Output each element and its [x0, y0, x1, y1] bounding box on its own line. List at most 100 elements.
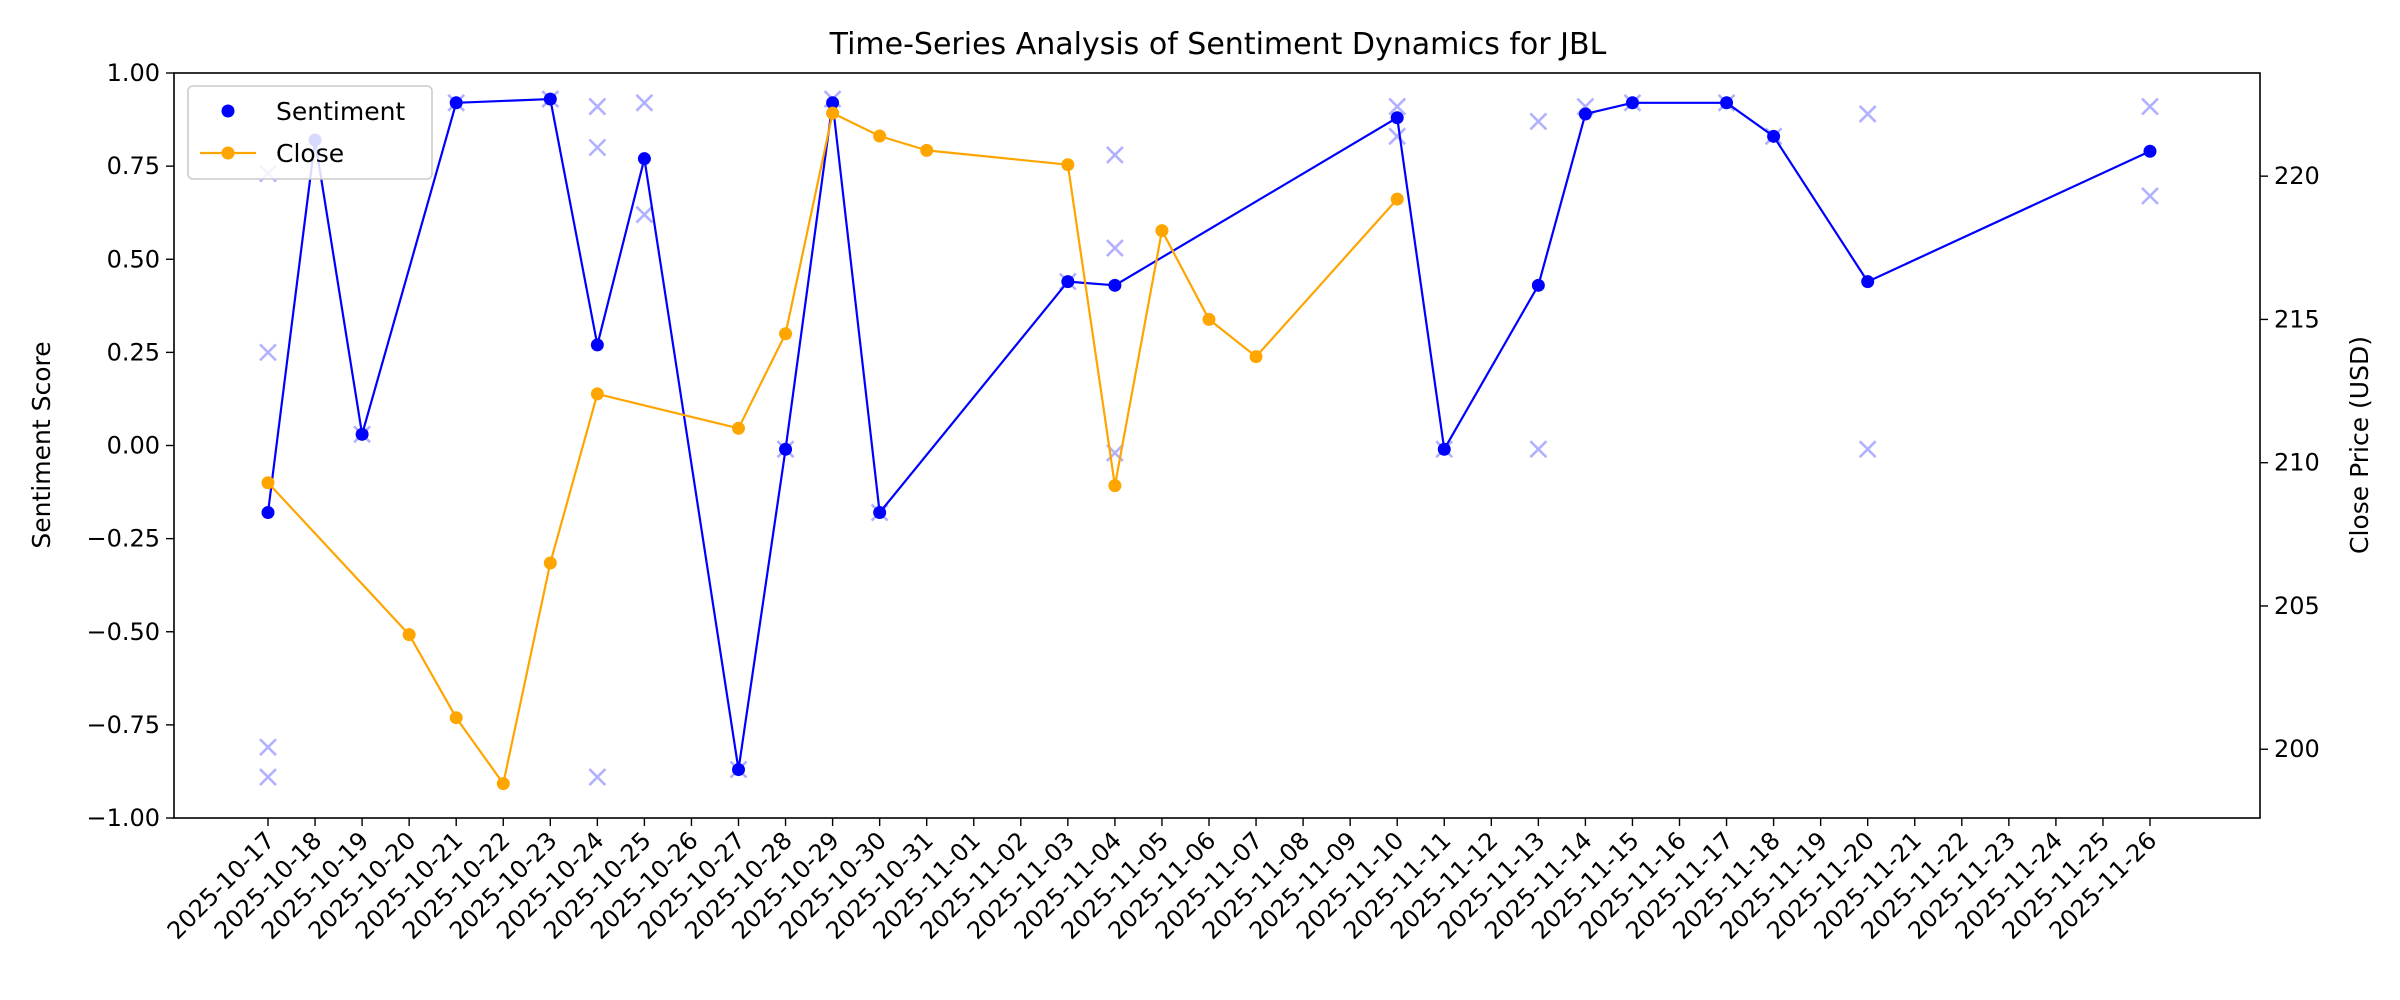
- sentiment-point: [1861, 275, 1875, 289]
- chart-title: Time-Series Analysis of Sentiment Dynami…: [829, 27, 1607, 62]
- raw-sentiment-marker-stroke: [588, 97, 607, 116]
- y-tick-label: −0.25: [86, 525, 160, 553]
- sentiment-point: [1578, 107, 1592, 121]
- raw-sentiment-marker: [1858, 105, 1877, 123]
- y-tick-label: 0.50: [107, 245, 160, 273]
- sentiment-point: [1437, 442, 1451, 456]
- raw-sentiment-marker-stroke: [259, 343, 277, 362]
- sentiment-point: [1390, 111, 1404, 125]
- y-tick-label: 0.25: [107, 338, 160, 366]
- sentiment-point: [1767, 129, 1781, 143]
- raw-sentiment-marker-stroke: [588, 138, 607, 157]
- y2-tick-label: 215: [2274, 305, 2320, 333]
- raw-sentiment-marker: [1388, 97, 1407, 116]
- raw-sentiment-marker-stroke: [588, 768, 607, 786]
- y-axis-label: Sentiment Score: [27, 341, 56, 548]
- close-point: [732, 421, 745, 435]
- raw-sentiment-marker: [1388, 127, 1407, 146]
- raw-sentiment-marker-stroke: [635, 93, 654, 112]
- raw-sentiment-marker-stroke: [1858, 440, 1877, 459]
- raw-sentiment-marker: [1529, 440, 1548, 459]
- raw-sentiment-marker-stroke: [588, 768, 607, 786]
- legend-marker-swatch: [221, 104, 235, 118]
- raw-sentiment-marker-stroke: [1388, 97, 1407, 116]
- raw-sentiment-marker-stroke: [1529, 112, 1548, 131]
- raw-sentiment-marker: [2141, 97, 2159, 116]
- raw-sentiment-marker-stroke: [1105, 444, 1124, 462]
- raw-sentiment-marker-stroke: [635, 93, 654, 112]
- raw-sentiment-marker-stroke: [635, 205, 654, 224]
- close-point: [1061, 158, 1075, 172]
- raw-sentiment-marker: [2141, 187, 2159, 205]
- raw-sentiment-marker: [635, 93, 654, 112]
- sentiment-point: [543, 92, 557, 106]
- raw-sentiment-marker-stroke: [2141, 187, 2159, 205]
- raw-sentiment-marker-stroke: [1388, 127, 1407, 146]
- sentiment-point: [1061, 275, 1075, 289]
- raw-sentiment-marker-stroke: [2141, 187, 2159, 205]
- sentiment-point: [779, 442, 793, 456]
- raw-sentiment-marker-stroke: [1858, 105, 1877, 123]
- sentiment-point: [1108, 278, 1122, 292]
- raw-sentiment-marker-stroke: [259, 768, 277, 786]
- raw-sentiment-marker: [1858, 440, 1877, 459]
- close-point: [261, 476, 275, 490]
- raw-sentiment-marker-stroke: [259, 738, 277, 757]
- raw-sentiment-marker-stroke: [1858, 440, 1877, 459]
- raw-sentiment-marker: [259, 738, 277, 757]
- sentiment-point: [2143, 144, 2157, 158]
- raw-sentiment-marker-stroke: [259, 343, 277, 362]
- raw-sentiment-marker: [635, 205, 654, 224]
- close-point: [543, 556, 557, 570]
- raw-sentiment-marker-stroke: [1388, 97, 1407, 116]
- raw-sentiment-marker-stroke: [1529, 440, 1548, 459]
- raw-sentiment-marker-stroke: [1105, 146, 1124, 164]
- legend-label: Sentiment: [276, 97, 405, 126]
- raw-sentiment-marker-stroke: [1105, 146, 1124, 164]
- legend: Sentiment Close: [187, 85, 433, 180]
- raw-sentiment-marker: [1529, 112, 1548, 131]
- y-tick-label: −0.50: [86, 618, 160, 646]
- raw-sentiment-marker-stroke: [1858, 105, 1877, 123]
- close-point: [1390, 192, 1404, 206]
- legend-label: Close: [276, 139, 344, 168]
- sentiment-point: [1625, 96, 1639, 110]
- raw-sentiment-marker: [588, 768, 607, 786]
- raw-sentiment-marker-stroke: [259, 768, 277, 786]
- raw-sentiment-marker: [259, 343, 277, 362]
- close-point: [873, 129, 887, 143]
- y-tick-label: 0.00: [107, 432, 160, 460]
- raw-sentiment-marker-stroke: [588, 97, 607, 116]
- close-point: [590, 387, 604, 401]
- y-tick-label: −0.75: [86, 711, 160, 739]
- raw-sentiment-marker-stroke: [259, 738, 277, 757]
- raw-sentiment-marker-stroke: [1105, 239, 1124, 257]
- raw-sentiment-marker: [588, 138, 607, 157]
- y-tick-label: 0.75: [107, 152, 160, 180]
- raw-sentiment-marker: [588, 97, 607, 116]
- y2-tick-label: 200: [2274, 735, 2320, 763]
- raw-sentiment-marker-stroke: [588, 138, 607, 157]
- legend-marker-swatch: [221, 146, 235, 160]
- sentiment-point: [826, 96, 840, 110]
- close-point: [779, 327, 793, 341]
- raw-sentiment-marker-stroke: [1388, 127, 1407, 146]
- sentiment-point: [449, 96, 463, 110]
- sentiment-point: [355, 427, 369, 441]
- close-point: [920, 143, 934, 157]
- plot-frame: [173, 72, 2261, 819]
- y2-tick-label: 220: [2274, 162, 2320, 190]
- raw-sentiment-marker-stroke: [2141, 97, 2159, 116]
- legend-frame: [187, 85, 433, 180]
- raw-sentiment-marker: [1105, 146, 1124, 164]
- raw-sentiment-marker-stroke: [635, 205, 654, 224]
- sentiment-point: [732, 763, 745, 777]
- close-series-line: [267, 112, 1399, 785]
- y2-axis-label: Close Price (USD): [2345, 336, 2374, 554]
- close-point: [1108, 479, 1122, 493]
- sentiment-point: [1531, 278, 1545, 292]
- raw-sentiment-marker: [259, 768, 277, 786]
- close-point: [449, 711, 463, 725]
- close-point: [826, 106, 840, 120]
